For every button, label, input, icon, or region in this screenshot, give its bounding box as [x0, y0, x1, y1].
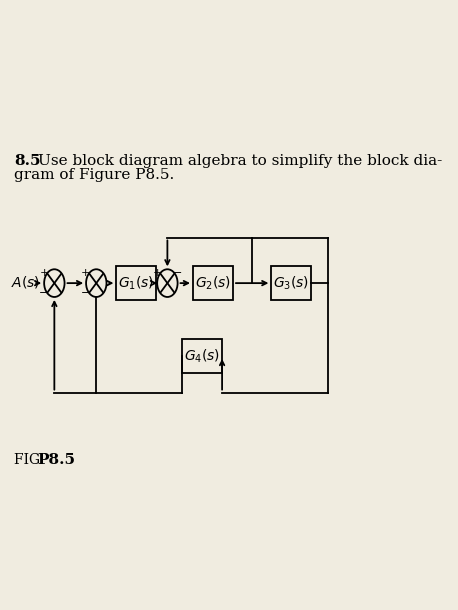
Text: −: −: [39, 288, 49, 298]
Text: −: −: [81, 288, 91, 298]
Bar: [182, 339, 222, 373]
Text: 8.5: 8.5: [14, 154, 41, 168]
Bar: [116, 266, 157, 301]
Text: −: −: [173, 268, 182, 278]
Text: P8.5: P8.5: [37, 453, 75, 467]
Bar: [193, 266, 233, 301]
Text: FIG.: FIG.: [14, 453, 49, 467]
Bar: [271, 266, 311, 301]
Text: Use block diagram algebra to simplify the block dia-: Use block diagram algebra to simplify th…: [38, 154, 442, 168]
Text: $G_2(s)$: $G_2(s)$: [195, 274, 231, 292]
Text: gram of Figure P8.5.: gram of Figure P8.5.: [14, 168, 174, 182]
Text: +: +: [153, 268, 162, 278]
Text: $G_1(s)$: $G_1(s)$: [118, 274, 154, 292]
Text: +: +: [81, 268, 91, 278]
Text: $G_4(s)$: $G_4(s)$: [184, 347, 220, 365]
Text: $A(s)$: $A(s)$: [11, 274, 40, 290]
Text: $G_3(s)$: $G_3(s)$: [273, 274, 310, 292]
Text: +: +: [39, 268, 49, 278]
